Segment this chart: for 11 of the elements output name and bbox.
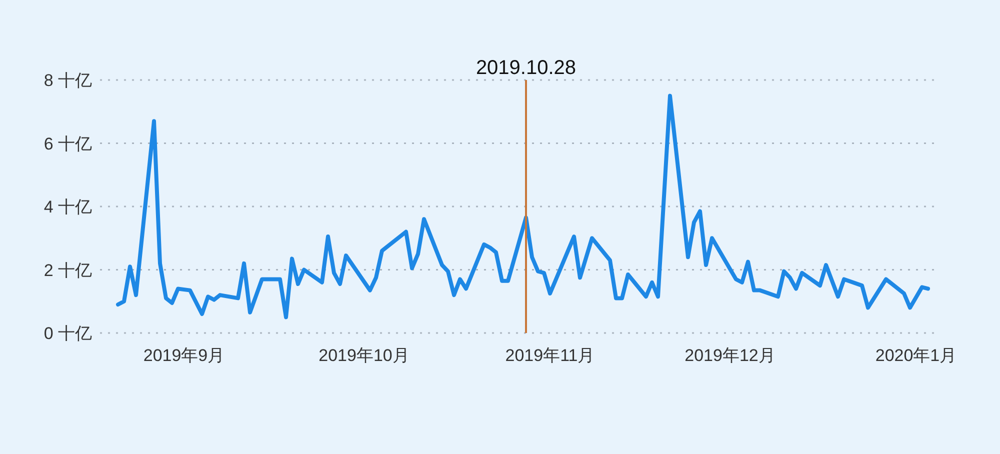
x-tick-label: 2019年10月 xyxy=(318,346,410,365)
x-tick-label: 2019年11月 xyxy=(505,346,595,365)
y-tick-label: 2 十亿 xyxy=(44,260,92,280)
x-tick-label: 2019年9月 xyxy=(143,346,225,365)
y-tick-label: 4 十亿 xyxy=(44,198,92,216)
y-tick-label: 6 十亿 xyxy=(44,134,92,154)
y-tick-label: 8 十亿 xyxy=(44,71,92,90)
y-tick-label: 0 十亿 xyxy=(44,324,92,343)
x-tick-label: 2019年12月 xyxy=(684,346,776,365)
ref-line-label: 2019.10.28 xyxy=(476,57,576,79)
x-tick-label: 2020年1月 xyxy=(875,346,957,365)
